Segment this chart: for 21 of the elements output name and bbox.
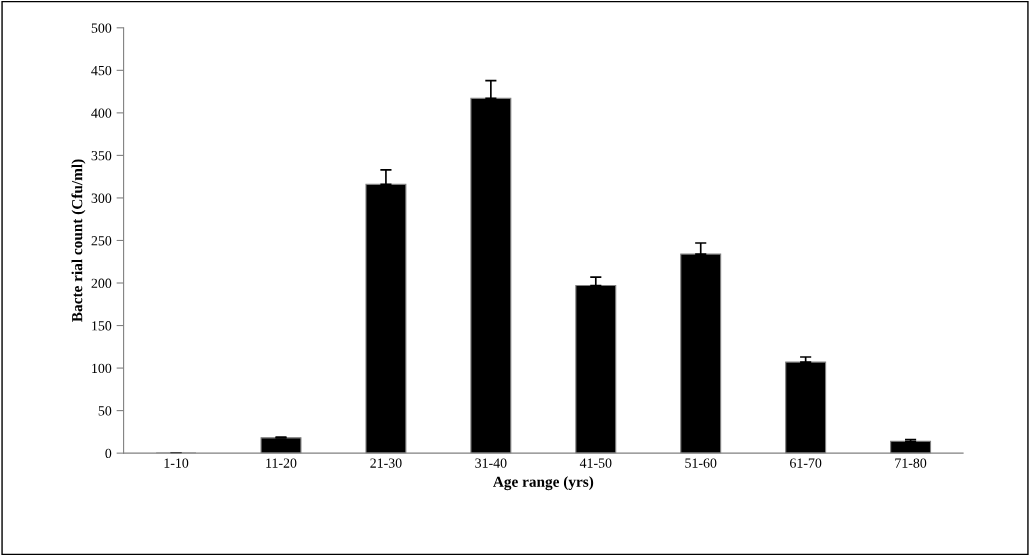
y-tick-label: 300 (91, 193, 112, 203)
y-tick-label: 50 (98, 406, 112, 416)
x-tick-label: 51-60 (685, 458, 717, 468)
y-tick-label: 450 (91, 65, 112, 76)
x-tick-label: 11-20 (266, 458, 297, 468)
y-tick-label: 150 (92, 321, 112, 331)
x-axis-title: Age range (yrs) (492, 476, 594, 491)
x-tick-label: 31-40 (475, 458, 507, 468)
x-tick-label: 1-10 (164, 458, 189, 468)
y-tick-label: 350 (91, 150, 112, 161)
y-tick-label: 0 (105, 448, 112, 459)
x-tick-label: 21-30 (370, 458, 402, 468)
y-tick-label: 400 (91, 108, 112, 118)
x-tick-label: 71-80 (895, 458, 927, 468)
y-tick-label: 200 (91, 278, 112, 288)
x-tick-label: 41-50 (579, 458, 612, 468)
x-tick-label: 61-70 (790, 458, 822, 468)
y-tick-label: 250 (91, 236, 112, 246)
y-axis-title: Bacte rial count (Cfu/ml) (71, 159, 86, 322)
y-tick-label: 100 (92, 363, 112, 374)
y-tick-label: 500 (91, 23, 112, 33)
